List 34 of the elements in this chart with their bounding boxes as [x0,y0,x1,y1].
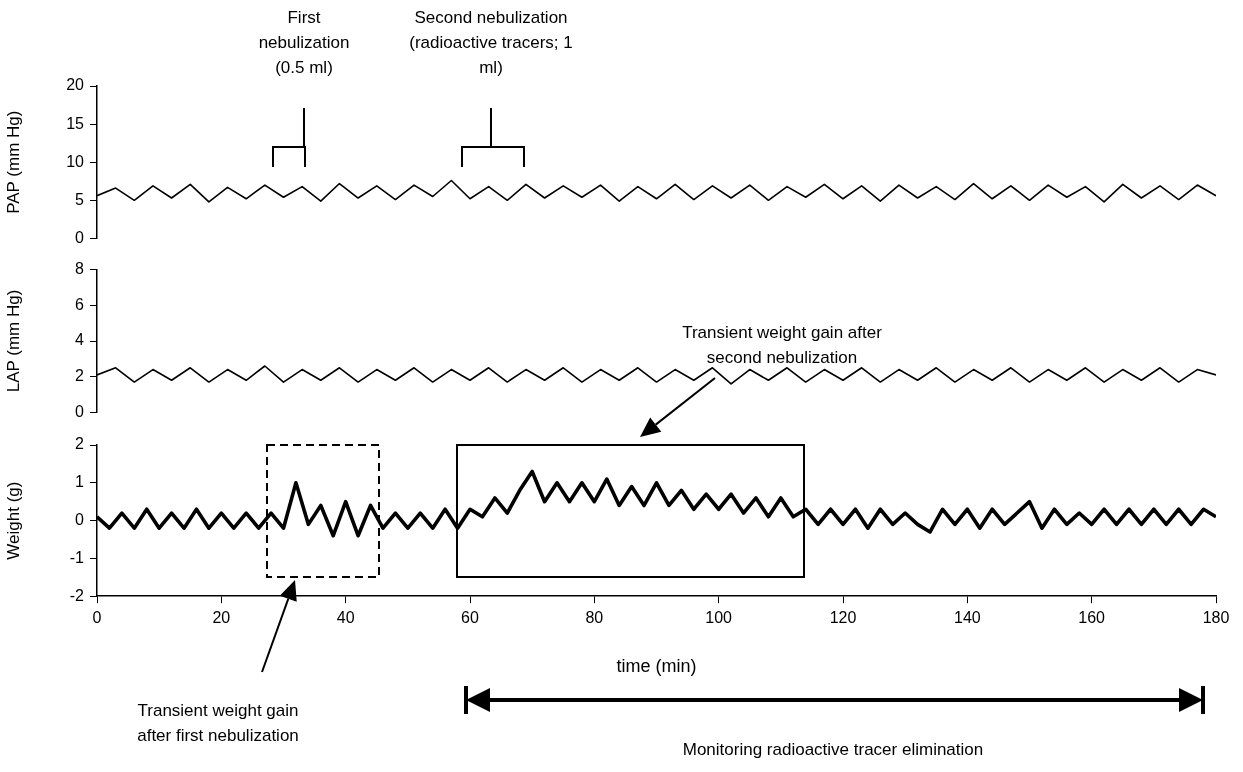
y-tick-label: 10 [66,152,85,170]
annotation: Transient weight gain after second nebulization [681,322,883,369]
x-tick-label: 160 [1078,609,1106,627]
y-tick-label: 6 [75,295,85,313]
y-tick-label: 0 [75,402,85,420]
x-tick-label: 0 [92,609,102,627]
y-axis-title: Weight (g) [3,481,23,560]
x-tick-label: 180 [1202,609,1230,627]
y-tick-label: 2 [75,367,85,385]
x-tick-label: 100 [705,609,733,627]
y-tick-label: 0 [75,228,85,246]
y-tick-label: 8 [75,260,85,278]
text: First nebulization (0.5 ml) [257,7,351,79]
text: Second nebulization (radioactive tracers; 1 ml) [408,7,574,79]
x-tick-label: 140 [953,609,981,627]
y-tick-label: -2 [69,586,85,604]
y-tick-label: 2 [75,435,85,453]
y-tick-label: 1 [75,473,85,491]
x-axis-title: time (min) [616,656,697,677]
x-tick-label: 20 [212,609,231,627]
text: Transient weight gain after first nebulization [136,700,300,747]
x-tick-label: 40 [336,609,355,627]
y-tick-label: 15 [66,114,85,132]
y-tick-label: 5 [75,190,85,208]
y-tick-label: 0 [75,511,85,529]
y-tick-label: 20 [66,76,85,94]
x-tick-label: 120 [829,609,857,627]
y-tick-label: -1 [69,548,85,566]
x-tick-label: 60 [461,609,479,627]
text: Monitoring radioactive tracer elimination [681,739,985,761]
y-axis-title: PAP (mm Hg) [3,110,23,214]
x-tick-label: 80 [585,609,604,627]
y-tick-label: 4 [75,331,85,349]
y-axis-title: LAP (mm Hg) [3,289,23,393]
